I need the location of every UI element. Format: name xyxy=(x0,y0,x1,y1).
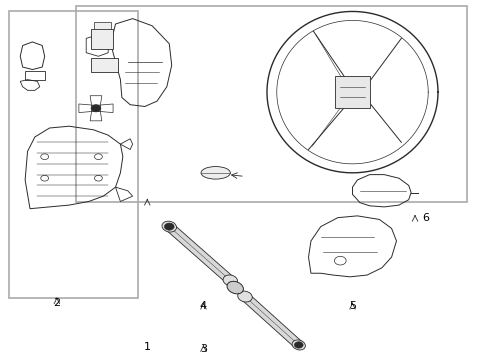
Ellipse shape xyxy=(238,291,252,302)
Bar xyxy=(91,58,118,72)
Circle shape xyxy=(294,342,303,348)
Text: 4: 4 xyxy=(200,301,207,311)
Ellipse shape xyxy=(292,340,305,350)
Text: 3: 3 xyxy=(200,344,207,354)
Ellipse shape xyxy=(201,167,230,179)
Text: 6: 6 xyxy=(422,213,429,222)
Bar xyxy=(335,76,369,108)
Polygon shape xyxy=(241,294,303,347)
Bar xyxy=(94,22,111,30)
Circle shape xyxy=(91,105,101,112)
Bar xyxy=(91,30,113,49)
Circle shape xyxy=(164,223,174,230)
Bar xyxy=(25,71,45,80)
Ellipse shape xyxy=(223,275,238,286)
Text: 1: 1 xyxy=(144,342,151,352)
Ellipse shape xyxy=(162,221,176,232)
Bar xyxy=(76,6,467,202)
Bar xyxy=(9,12,138,298)
Text: 2: 2 xyxy=(53,298,60,308)
Text: 5: 5 xyxy=(349,301,356,311)
Ellipse shape xyxy=(227,281,244,294)
Polygon shape xyxy=(165,224,235,283)
